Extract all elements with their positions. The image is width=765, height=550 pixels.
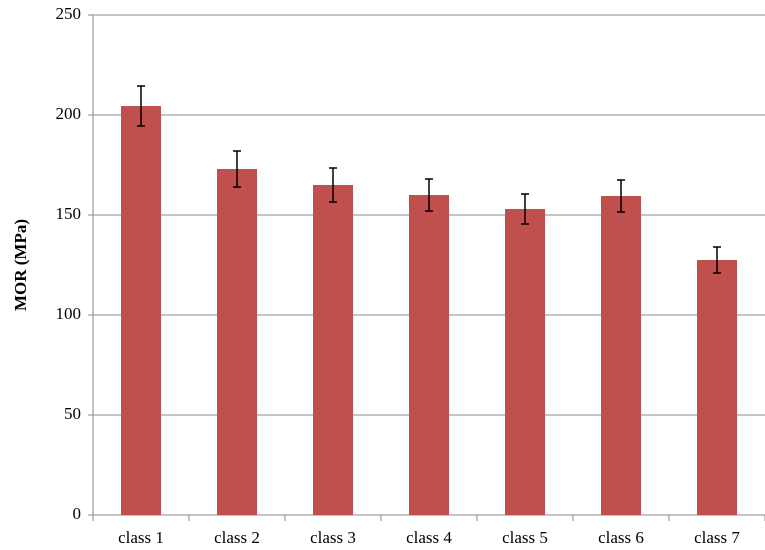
x-tick-label: class 1 <box>118 528 164 547</box>
x-tick-label: class 4 <box>406 528 452 547</box>
y-tick-label: 200 <box>56 104 82 123</box>
bar <box>505 209 545 515</box>
y-tick-label: 50 <box>64 404 81 423</box>
x-tick-label: class 6 <box>598 528 644 547</box>
bar <box>409 195 449 515</box>
bar <box>217 169 257 515</box>
error-bar <box>425 178 433 212</box>
error-bar <box>233 150 241 188</box>
y-tick-label: 100 <box>56 304 82 323</box>
error-bar <box>713 246 721 274</box>
error-bar <box>617 179 625 213</box>
y-axis-label: MOR (MPa) <box>11 219 30 311</box>
bar <box>313 185 353 515</box>
x-tick-label: class 3 <box>310 528 356 547</box>
error-bar <box>137 85 145 127</box>
bar <box>697 260 737 515</box>
bar <box>121 106 161 515</box>
x-tick-label: class 7 <box>694 528 740 547</box>
y-tick-label: 0 <box>73 504 82 523</box>
x-tick-label: class 5 <box>502 528 548 547</box>
x-tick-label: class 2 <box>214 528 260 547</box>
bar <box>601 196 641 515</box>
error-bar <box>329 167 337 203</box>
y-tick-label: 150 <box>56 204 82 223</box>
error-bar <box>521 193 529 225</box>
y-tick-label: 250 <box>56 4 82 23</box>
